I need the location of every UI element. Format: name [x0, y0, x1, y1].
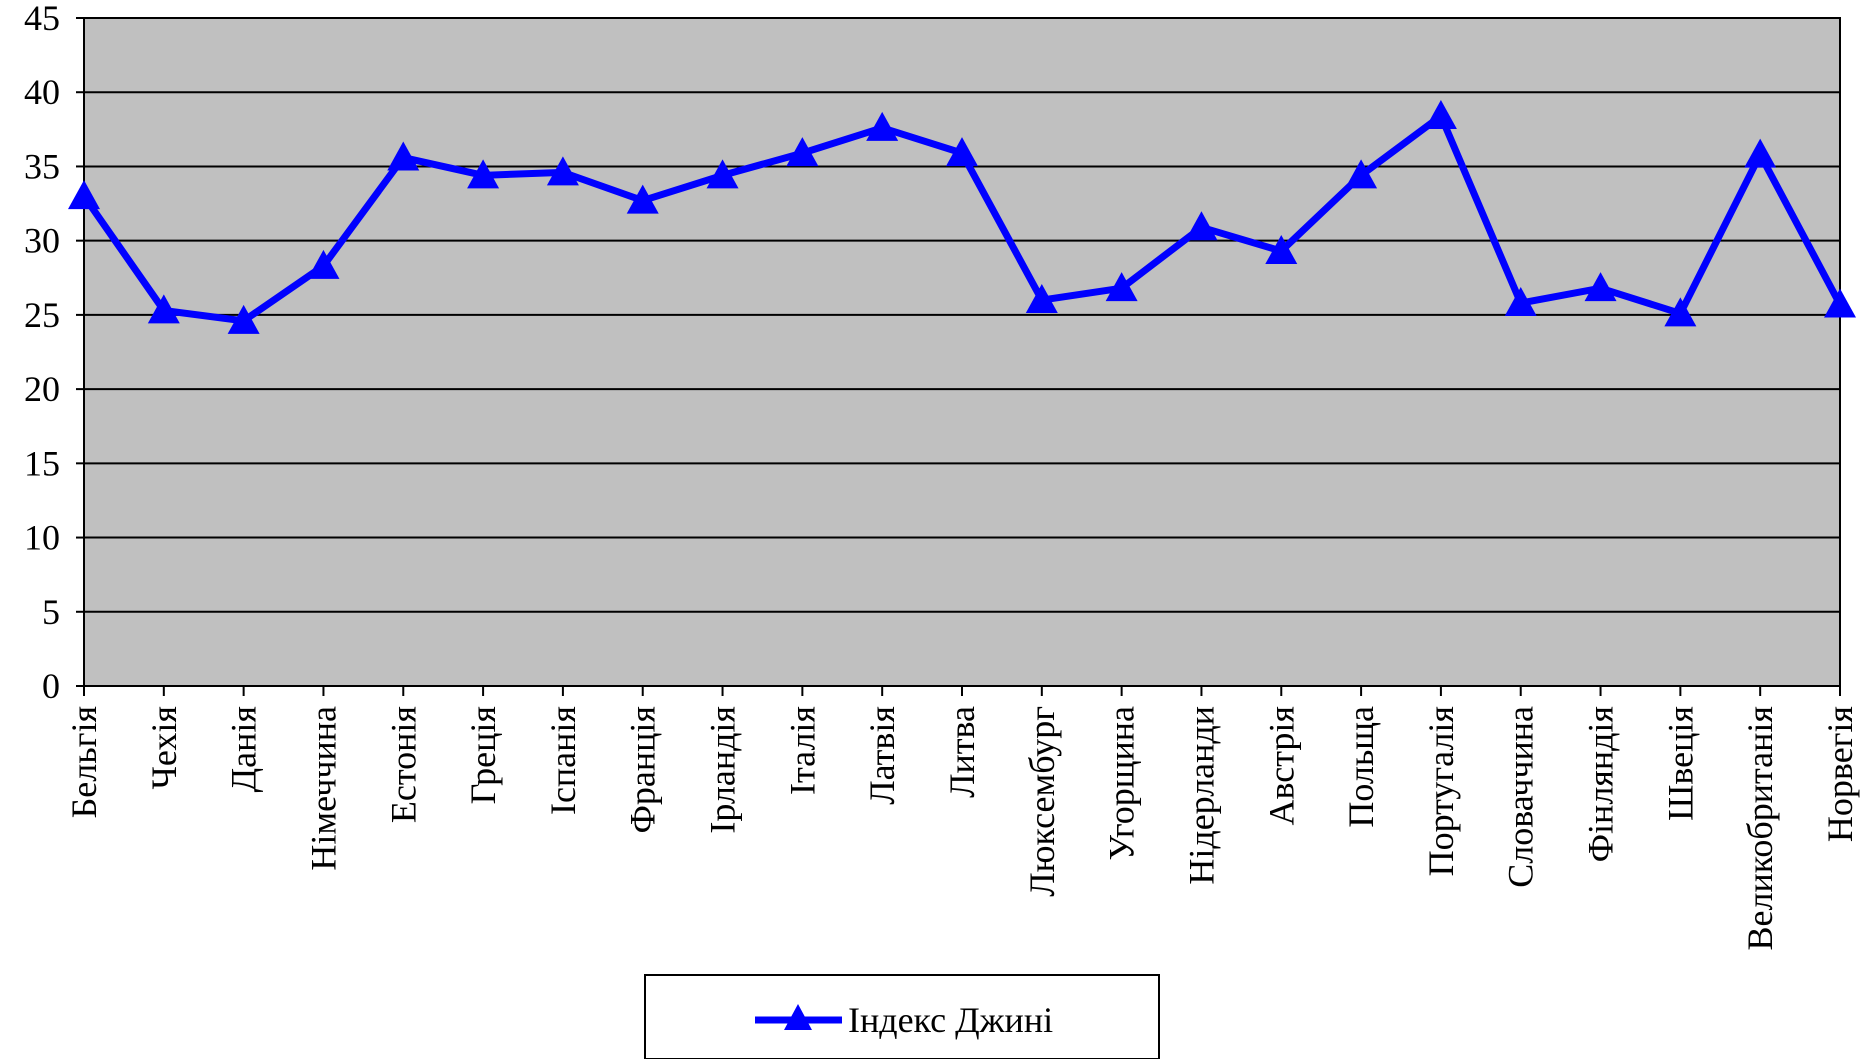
x-tick-label: Ірландія [703, 706, 743, 834]
x-tick-label: Греція [463, 706, 503, 804]
x-axis-tick-labels: Бельгія Чехія Данія Німеччина Естонія Греція І… [64, 706, 1860, 950]
data-point [706, 159, 739, 189]
data-point [946, 137, 978, 167]
x-tick-label: Австрія [1261, 706, 1301, 826]
legend-triangle-marker-icon [784, 1004, 812, 1030]
y-tick-label: 45 [24, 0, 60, 38]
y-tick-label: 25 [24, 295, 60, 335]
x-tick-label: Латвія [862, 706, 902, 805]
x-tick-label: Польща [1341, 706, 1381, 828]
x-tick-label: Люксембург [1022, 706, 1062, 897]
x-tick-label: Естонія [383, 706, 423, 823]
x-tick-label: Фінляндія [1581, 706, 1621, 862]
y-tick-label: 10 [24, 518, 60, 558]
data-point [1504, 287, 1537, 317]
data-point [1664, 297, 1697, 327]
data-point [1824, 288, 1856, 318]
x-tick-label: Франція [623, 706, 663, 834]
y-axis-tick-labels: 0 5 10 15 20 25 30 35 40 45 [24, 0, 60, 706]
y-tick-label: 20 [24, 369, 60, 409]
y-tick-label: 30 [24, 221, 60, 261]
data-point [1424, 99, 1457, 129]
plot-area [84, 18, 1840, 686]
data-point [147, 294, 180, 324]
x-tick-label: Великобританія [1740, 706, 1780, 950]
y-tick-label: 40 [24, 72, 60, 112]
y-tick-label: 15 [24, 443, 60, 483]
x-tick-label: Нідерланди [1181, 706, 1221, 885]
data-point [227, 304, 260, 334]
x-tick-label: Литва [942, 706, 982, 798]
data-point [1025, 284, 1058, 314]
x-tick-label: Німеччина [303, 706, 343, 871]
axes [76, 17, 1841, 696]
data-point [626, 184, 659, 214]
x-tick-label: Данія [224, 706, 264, 792]
y-tick-label: 5 [42, 592, 60, 632]
data-point [1744, 138, 1777, 168]
data-point [866, 111, 899, 141]
y-tick-label: 35 [24, 146, 60, 186]
data-point [307, 249, 340, 279]
data-point [1105, 272, 1138, 302]
x-tick-label: Італія [782, 706, 822, 795]
x-tick-label: Норвегія [1820, 706, 1860, 842]
data-point [68, 180, 100, 210]
data-point [467, 159, 500, 189]
x-tick-label: Бельгія [64, 706, 104, 818]
data-point [786, 137, 819, 167]
x-tick-label: Словаччина [1501, 706, 1541, 888]
data-point [1584, 272, 1617, 302]
series-layer [68, 99, 1856, 334]
data-point [1265, 235, 1298, 265]
data-point [546, 156, 579, 186]
x-tick-label: Португалія [1421, 706, 1461, 876]
data-point [387, 141, 420, 171]
data-point [1345, 159, 1378, 189]
legend: Індекс Джині [644, 974, 1160, 1059]
x-tick-label: Швеція [1660, 706, 1700, 821]
x-tick-label: Чехія [144, 706, 184, 789]
x-tick-label: Іспанія [543, 706, 583, 815]
data-point [1185, 211, 1218, 241]
x-tick-label: Угорщина [1102, 706, 1142, 860]
legend-label: Індекс Джині [848, 1000, 1053, 1040]
y-tick-label: 0 [42, 666, 60, 706]
legend-box [644, 974, 1160, 1059]
